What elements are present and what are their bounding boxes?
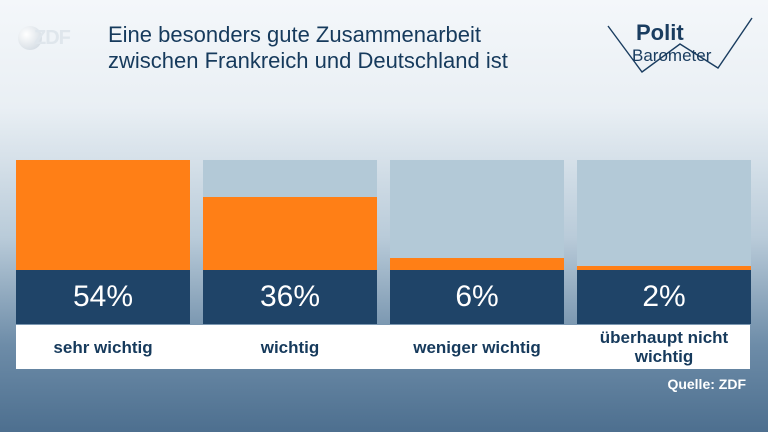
- bar-track: [390, 160, 564, 270]
- bar-track: [16, 160, 190, 270]
- bar-column: 36%: [203, 160, 377, 324]
- bar-column: 2%: [577, 160, 751, 324]
- politbarometer-line-2: Barometer: [632, 46, 712, 65]
- zdf-logo: ZDF: [18, 24, 78, 52]
- source-note: Quelle: ZDF: [667, 376, 746, 392]
- bar: [16, 160, 190, 270]
- bar-value-label: 54%: [16, 270, 190, 324]
- bar-value-label: 2%: [577, 270, 751, 324]
- category-label: überhaupt nicht wichtig: [599, 328, 729, 366]
- bar: [577, 266, 751, 270]
- bar-value-label: 6%: [390, 270, 564, 324]
- politbarometer-line-1: Polit: [636, 20, 684, 45]
- bar: [390, 258, 564, 270]
- bar-column: 6%: [390, 160, 564, 324]
- bar: [203, 197, 377, 270]
- politbarometer-zigzag-icon: [607, 17, 753, 73]
- label-strip: [16, 325, 750, 369]
- chart-title-line-2: zwischen Frankreich und Deutschland ist: [108, 48, 508, 73]
- bar-track: [577, 160, 751, 270]
- bar-value-label: 36%: [203, 270, 377, 324]
- chart-title-line-1: Eine besonders gute Zusammenarbeit: [108, 22, 481, 47]
- zdf-logo-text: ZDF: [34, 27, 71, 49]
- chart-title: Eine besonders gute Zusammenarbeit zwisc…: [108, 22, 568, 74]
- bar-track: [203, 160, 377, 270]
- bar-column: 54%: [16, 160, 190, 324]
- zdf-logo-circle-icon: [18, 26, 42, 50]
- category-label: wichtig: [260, 337, 320, 357]
- category-label: weniger wichtig: [413, 337, 541, 357]
- politbarometer-logo: Polit Barometer: [606, 14, 756, 74]
- category-label: sehr wichtig: [53, 337, 153, 357]
